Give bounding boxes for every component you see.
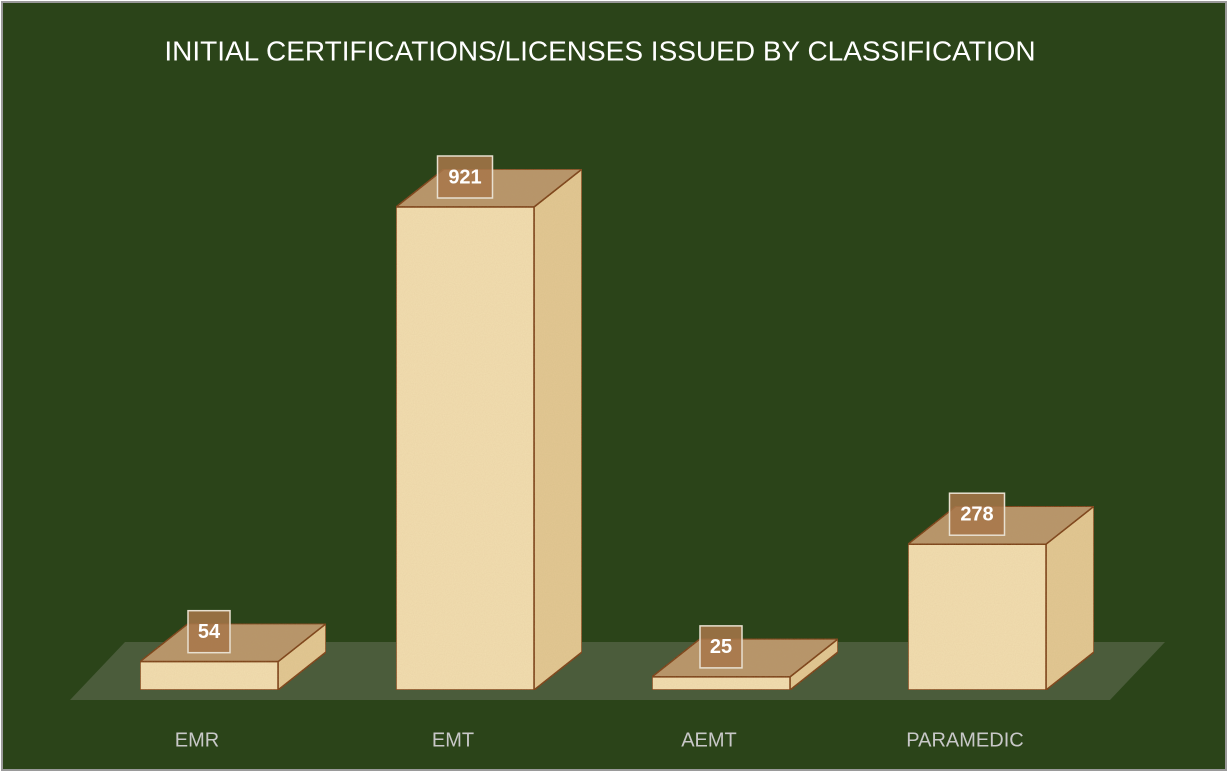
data-label: 54 [198,621,221,643]
bar [139,622,327,691]
bar-front [907,543,1047,691]
data-label: 921 [448,166,481,188]
data-label-box [699,625,743,669]
x-tick-label: EMR [175,729,219,751]
x-tick-label: AEMT [681,729,737,751]
bar-side [533,168,583,691]
floor [70,642,1165,700]
bar-front [651,676,791,691]
bar-front [139,660,279,691]
bar-front [395,206,535,691]
bar [395,168,583,691]
data-label-box [187,609,231,654]
data-label-box [436,155,494,199]
chart-title: INITIAL CERTIFICATIONS/LICENSES ISSUED B… [164,35,1035,66]
x-tick-label: PARAMEDIC [906,729,1023,751]
bar [651,638,839,691]
data-label: 25 [710,636,732,658]
x-tick-label: EMT [432,729,474,751]
data-label: 278 [960,503,993,525]
data-label-box [948,492,1006,536]
